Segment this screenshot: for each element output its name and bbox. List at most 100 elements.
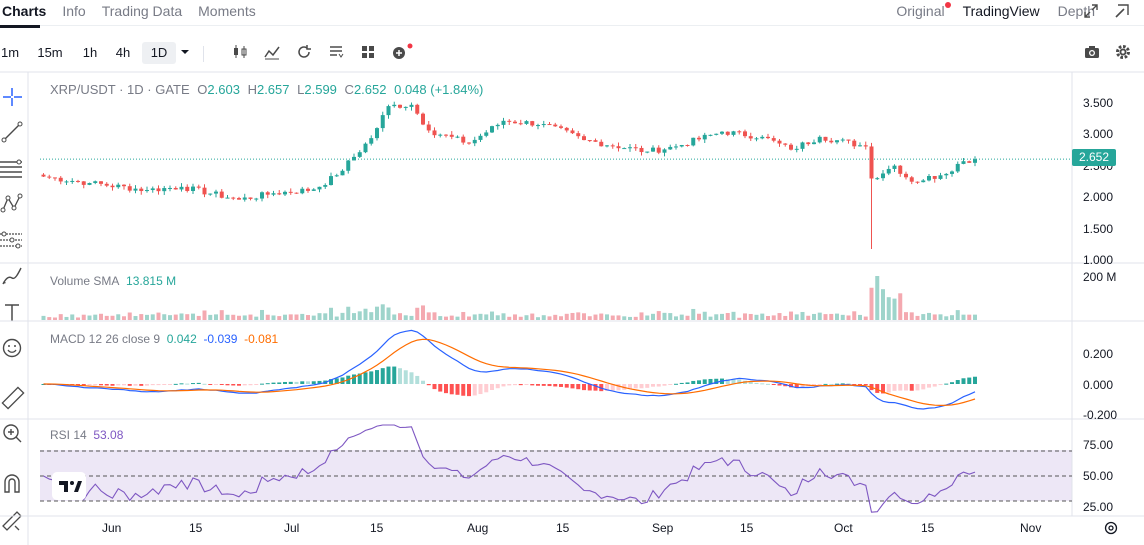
brush-icon[interactable] xyxy=(0,262,26,290)
candle-body xyxy=(823,136,828,141)
volume-bar xyxy=(616,315,621,320)
candle-body xyxy=(783,143,788,145)
candle-body xyxy=(915,181,920,183)
replay-icon[interactable] xyxy=(295,43,313,61)
timeframe-1h[interactable]: 1h xyxy=(82,45,98,60)
macd-histogram-bar xyxy=(628,384,632,390)
time-tick: Oct xyxy=(834,521,853,535)
time-tick: 15 xyxy=(189,521,203,535)
compare-icon[interactable] xyxy=(327,43,345,61)
pattern-icon[interactable] xyxy=(0,190,26,218)
screenshot-icon[interactable] xyxy=(1083,43,1101,61)
macd-histogram-bar xyxy=(656,384,661,387)
crosshair-icon[interactable] xyxy=(0,83,26,111)
tab-moments[interactable]: Moments xyxy=(198,3,256,19)
volume-bar xyxy=(794,314,799,320)
candle-body xyxy=(478,135,483,140)
candle-body xyxy=(921,180,926,183)
candle-body xyxy=(530,121,535,126)
layout-icon[interactable] xyxy=(359,43,377,61)
gann-icon[interactable] xyxy=(0,226,26,254)
chevron-down-icon[interactable] xyxy=(176,43,194,61)
macd-histogram-bar xyxy=(760,383,765,385)
timeframe-1m[interactable]: 1m xyxy=(0,45,20,60)
macd-histogram-bar xyxy=(863,384,868,386)
tab-trading-data[interactable]: Trading Data xyxy=(101,3,183,19)
candle-body xyxy=(225,197,230,199)
volume-bar xyxy=(300,313,305,320)
candle-body xyxy=(869,146,874,179)
text-icon[interactable] xyxy=(0,298,26,326)
volume-bar xyxy=(622,316,627,320)
macd-histogram-bar xyxy=(927,384,931,388)
high-label: H xyxy=(247,82,257,97)
macd-histogram-bar xyxy=(168,384,172,385)
volume-bar xyxy=(829,313,834,320)
rsi-value: 53.08 xyxy=(93,428,124,442)
candle-body xyxy=(133,188,138,191)
candle-body xyxy=(610,145,615,147)
fib-icon[interactable] xyxy=(0,154,26,182)
emoji-icon[interactable] xyxy=(0,334,26,362)
candle-body xyxy=(697,137,701,140)
macd-histogram-bar xyxy=(973,376,977,384)
volume-bar xyxy=(70,314,75,320)
view-tradingview[interactable]: TradingView xyxy=(962,3,1040,19)
candle-body xyxy=(513,121,517,124)
volume-label: Volume SMA xyxy=(50,274,120,288)
macd-histogram-bar xyxy=(81,384,86,386)
tab-charts[interactable]: Charts xyxy=(0,0,54,28)
candle-body xyxy=(202,187,207,195)
volume-bar xyxy=(691,308,696,320)
timeframe-15m[interactable]: 15m xyxy=(37,45,63,60)
volume-bar xyxy=(501,313,506,320)
macd-histogram-bar xyxy=(794,384,799,388)
candle-body xyxy=(806,142,811,145)
indicators-icon[interactable] xyxy=(263,43,281,61)
macd-histogram-bar xyxy=(944,383,949,385)
timeframe-4h[interactable]: 4h xyxy=(115,45,131,60)
volume-bar xyxy=(179,313,184,320)
candle-body xyxy=(288,191,293,193)
tab-info[interactable]: Info xyxy=(62,3,86,19)
candle-body xyxy=(967,161,972,163)
popout-icon[interactable] xyxy=(1114,4,1130,20)
macd-histogram-bar xyxy=(777,384,782,386)
magnet-icon[interactable] xyxy=(0,470,26,498)
volume-bar xyxy=(340,312,345,320)
candlestick-icon[interactable] xyxy=(231,43,249,61)
time-settings-icon[interactable] xyxy=(1103,520,1119,541)
volume-bar xyxy=(277,316,282,320)
volume-bar xyxy=(472,314,477,320)
add-indicator-icon[interactable] xyxy=(391,43,413,61)
timeframe-1d[interactable]: 1D xyxy=(142,42,176,64)
volume-bar xyxy=(139,314,144,320)
macd-histogram-bar xyxy=(536,384,540,386)
volume-bar xyxy=(323,313,328,320)
candle-body xyxy=(541,124,546,126)
macd-histogram-bar xyxy=(892,384,897,391)
candle-body xyxy=(162,188,167,192)
candle-body xyxy=(909,177,914,182)
macd-histogram-bar xyxy=(214,384,218,385)
trendline-icon[interactable] xyxy=(0,118,26,146)
volume-bar xyxy=(283,314,287,320)
settings-icon[interactable] xyxy=(1114,43,1132,61)
volume-bar xyxy=(478,313,483,320)
change-value: 0.048 (+1.84%) xyxy=(394,82,484,97)
expand-icon[interactable] xyxy=(1083,4,1099,20)
volume-bar xyxy=(248,314,253,320)
view-original[interactable]: Original xyxy=(887,0,953,26)
ruler-icon[interactable] xyxy=(0,384,26,412)
macd-histogram-bar xyxy=(185,383,190,385)
candle-body xyxy=(691,137,696,146)
volume-bar xyxy=(961,314,966,320)
macd-histogram-bar xyxy=(156,384,161,386)
candle-body xyxy=(93,181,98,183)
zoom-icon[interactable] xyxy=(0,420,26,448)
volume-bar xyxy=(570,312,575,320)
macd-histogram-bar xyxy=(691,380,696,384)
candle-body xyxy=(725,131,730,135)
volume-bar xyxy=(628,316,632,320)
